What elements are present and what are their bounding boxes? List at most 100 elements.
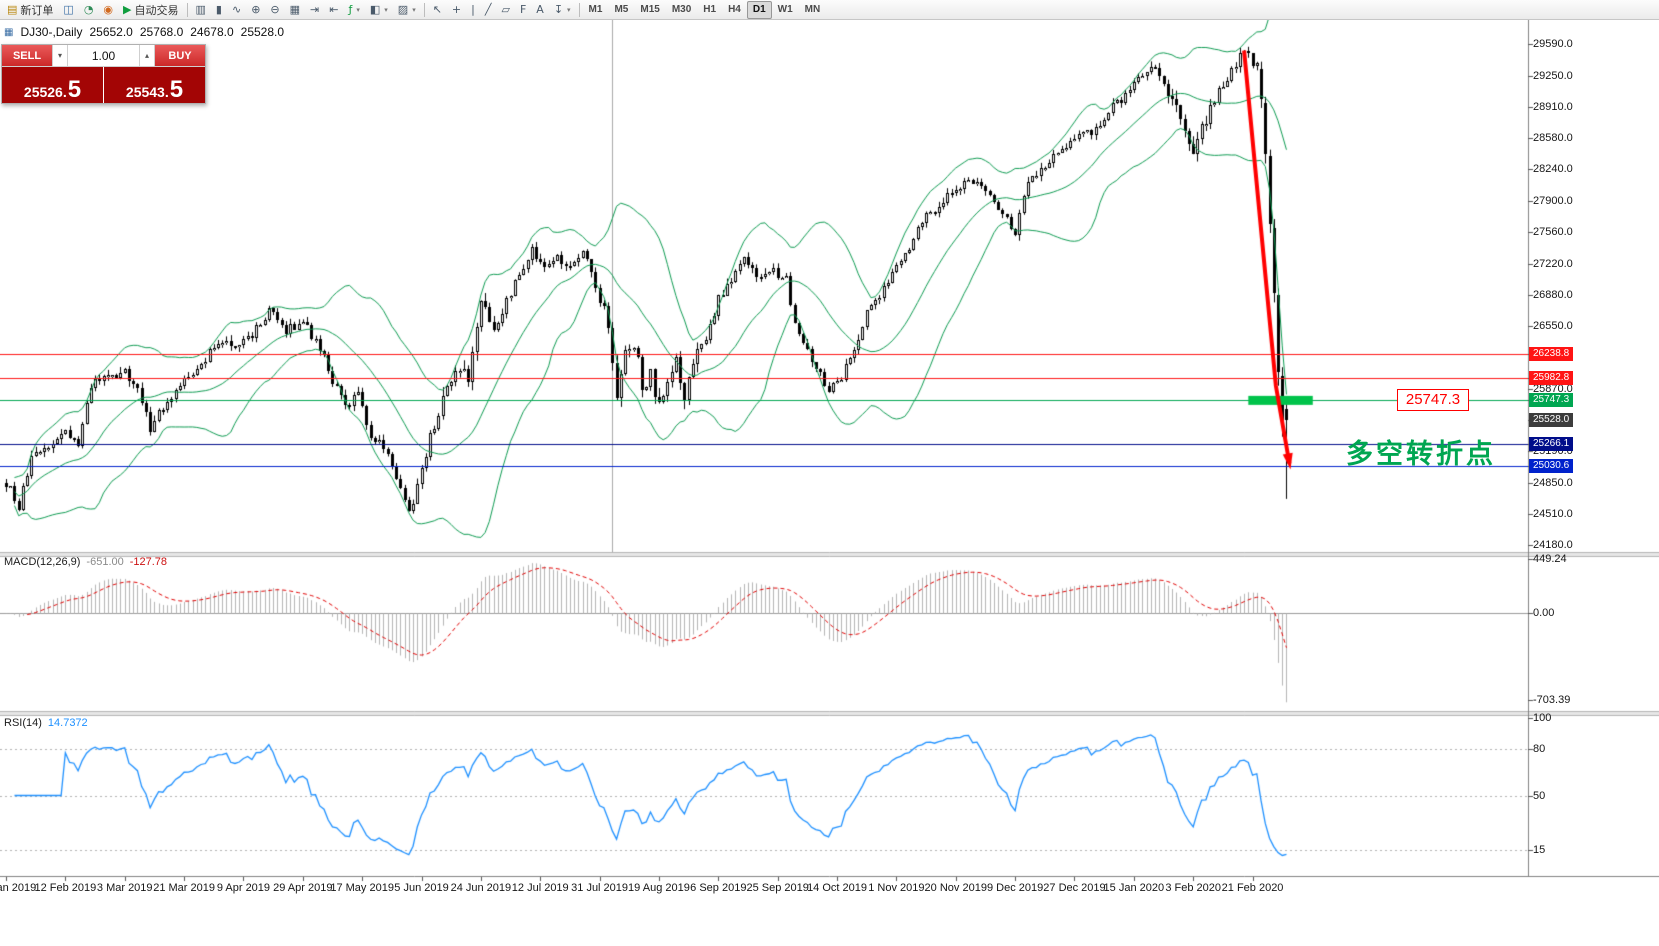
one-click-trading-panel: SELL ▾ ▴ BUY 25526.5 25543.5 bbox=[1, 44, 206, 104]
timeframe-m5-button[interactable]: M5 bbox=[608, 1, 634, 19]
vertical-line-button[interactable]: | bbox=[466, 0, 480, 19]
autotrading-icon: ▶ bbox=[123, 3, 132, 16]
chart-shift-button[interactable]: ⇤ bbox=[324, 0, 343, 19]
rsi-axis-label: 15 bbox=[1533, 843, 1546, 856]
timeframe-m1-button[interactable]: M1 bbox=[583, 1, 609, 19]
price-tag: 26238.8 bbox=[1529, 347, 1574, 362]
date-axis-label: 12 Feb 2019 bbox=[34, 882, 97, 894]
price-axis-label: 24510.0 bbox=[1533, 508, 1573, 521]
macd-main-value: -651.00 bbox=[86, 556, 124, 568]
period-icon: ◧ bbox=[369, 3, 381, 16]
candlestick-chart-button[interactable]: ▮ bbox=[211, 0, 227, 19]
add-indicator-dropdown-icon[interactable]: ▾ bbox=[356, 5, 360, 14]
lot-decrease-button[interactable]: ▾ bbox=[52, 45, 68, 66]
bar-chart-button[interactable]: ▥ bbox=[191, 0, 211, 19]
date-axis-label: 3 Feb 2020 bbox=[1165, 882, 1222, 894]
timeframe-m15-button[interactable]: M15 bbox=[634, 1, 665, 19]
signals-button[interactable]: ◉ bbox=[98, 0, 118, 19]
zoom-out-button[interactable]: ⊖ bbox=[265, 0, 284, 19]
timeframe-h4-button-label: H4 bbox=[728, 4, 741, 15]
date-axis-label: 14 Oct 2019 bbox=[807, 882, 867, 894]
fibonacci-button[interactable]: F bbox=[515, 0, 531, 19]
text-button[interactable]: A bbox=[531, 0, 549, 19]
tile-windows-icon: ▦ bbox=[289, 3, 301, 16]
arrow-tools-button[interactable]: ↧ ▾ bbox=[549, 0, 576, 19]
price-axis-label: 29250.0 bbox=[1533, 69, 1573, 82]
new-order-button[interactable]: ▤ 新订单 bbox=[2, 0, 58, 19]
period-button[interactable]: ◧ ▾ bbox=[365, 0, 393, 19]
date-axis-label: 12 Jul 2019 bbox=[511, 882, 569, 894]
timeframe-m30-button[interactable]: M30 bbox=[666, 1, 697, 19]
strategy-tester-button[interactable]: ◔ bbox=[79, 0, 99, 19]
add-indicator-button[interactable]: ƒ ▾ bbox=[343, 0, 364, 19]
date-axis-label: 29 Apr 2019 bbox=[273, 882, 333, 894]
lot-size-input[interactable] bbox=[68, 45, 139, 66]
line-chart-button[interactable]: ∿ bbox=[227, 0, 246, 19]
price-level-callout: 25747.3 bbox=[1397, 389, 1469, 411]
price-tag: 25266.1 bbox=[1529, 437, 1574, 452]
timeframe-w1-button[interactable]: W1 bbox=[772, 1, 799, 19]
signals-icon: ◉ bbox=[103, 3, 114, 16]
date-axis-label: 25 Sep 2019 bbox=[746, 882, 809, 894]
date-axis-label: 27 Dec 2019 bbox=[1043, 882, 1106, 894]
toolbar: ▤ 新订单 ◫ ◔ ◉ ▶ 自动交易 ▥ ▮ ∿ ⊕ ⊖ ▦ ⇥ ⇤ ƒ ▾ ◧ ▾ ▨ ▾ ↖ + | ╱ ▱ F A ↧ ▾ M1 M5 M… bbox=[0, 0, 1659, 20]
price-axis-label: 28910.0 bbox=[1533, 101, 1573, 114]
date-axis-label: 1 Nov 2019 bbox=[868, 882, 925, 894]
timeframe-h4-button[interactable]: H4 bbox=[722, 1, 747, 19]
chart-canvas[interactable] bbox=[0, 20, 1659, 946]
period-dropdown-icon[interactable]: ▾ bbox=[384, 5, 388, 14]
fibonacci-icon: F bbox=[519, 3, 527, 16]
date-axis-label: 21 Mar 2019 bbox=[153, 882, 215, 894]
date-axis-label: 21 Feb 2020 bbox=[1221, 882, 1284, 894]
date-axis-label: 20 Nov 2019 bbox=[924, 882, 987, 894]
auto-scroll-button[interactable]: ⇥ bbox=[305, 0, 324, 19]
date-axis-label: 15 Jan 2020 bbox=[1103, 882, 1165, 894]
lot-increase-button[interactable]: ▴ bbox=[139, 45, 155, 66]
price-axis-label: 29590.0 bbox=[1533, 38, 1573, 51]
autotrading-button[interactable]: ▶ 自动交易 bbox=[118, 0, 183, 19]
ohlc-close: 25528.0 bbox=[240, 25, 285, 39]
sell-price[interactable]: 25526. 5 bbox=[2, 67, 103, 103]
trendline-button[interactable]: ╱ bbox=[480, 0, 497, 19]
tile-windows-button[interactable]: ▦ bbox=[285, 0, 305, 19]
auto-scroll-icon: ⇥ bbox=[310, 3, 320, 16]
buy-price[interactable]: 25543. 5 bbox=[104, 67, 205, 103]
timeframe-w1-button-label: W1 bbox=[777, 4, 793, 15]
crosshair-button[interactable]: + bbox=[447, 0, 466, 19]
cursor-icon: ↖ bbox=[432, 3, 442, 16]
ohlc-low: 24678.0 bbox=[190, 25, 234, 39]
date-axis-label: 6 Sep 2019 bbox=[690, 882, 747, 894]
timeframe-d1-button[interactable]: D1 bbox=[746, 0, 772, 19]
timeframe-m15-button-label: M15 bbox=[640, 4, 660, 15]
terminal-button[interactable]: ◫ bbox=[58, 0, 78, 19]
price-axis-label: 26550.0 bbox=[1533, 319, 1573, 332]
zoom-out-icon: ⊖ bbox=[270, 3, 280, 16]
buy-button[interactable]: BUY bbox=[155, 45, 205, 66]
template-dropdown-icon[interactable]: ▾ bbox=[412, 5, 416, 14]
symbol-period: DJ30-,Daily bbox=[20, 25, 83, 39]
cursor-button[interactable]: ↖ bbox=[428, 0, 447, 19]
channel-button[interactable]: ▱ bbox=[496, 0, 514, 19]
timeframe-m1-button-label: M1 bbox=[588, 4, 603, 15]
price-axis-label: 27560.0 bbox=[1533, 226, 1573, 239]
template-button[interactable]: ▨ ▾ bbox=[393, 0, 421, 19]
macd-axis-label: 0.00 bbox=[1533, 607, 1555, 620]
chart-icon: ▦ bbox=[4, 26, 14, 38]
trendline-icon: ╱ bbox=[484, 3, 492, 16]
price-tag: 25982.8 bbox=[1529, 371, 1574, 386]
rsi-name: RSI(14) bbox=[4, 717, 42, 729]
price-tag: 25030.6 bbox=[1529, 459, 1574, 474]
timeframe-mn-button-label: MN bbox=[804, 4, 821, 15]
buy-price-pip: 5 bbox=[169, 76, 184, 103]
timeframe-d1-button-label: D1 bbox=[752, 4, 766, 15]
timeframe-mn-button[interactable]: MN bbox=[799, 1, 827, 19]
sell-button[interactable]: SELL bbox=[2, 45, 52, 66]
timeframe-h1-button[interactable]: H1 bbox=[697, 1, 722, 19]
template-icon: ▨ bbox=[397, 3, 409, 16]
date-axis-label: 17 May 2019 bbox=[330, 882, 394, 894]
bar-chart-icon: ▥ bbox=[195, 3, 206, 16]
date-axis-label: 24 Jan 2019 bbox=[0, 882, 37, 894]
arrow-tools-dropdown-icon[interactable]: ▾ bbox=[567, 5, 571, 14]
zoom-in-button[interactable]: ⊕ bbox=[246, 0, 265, 19]
